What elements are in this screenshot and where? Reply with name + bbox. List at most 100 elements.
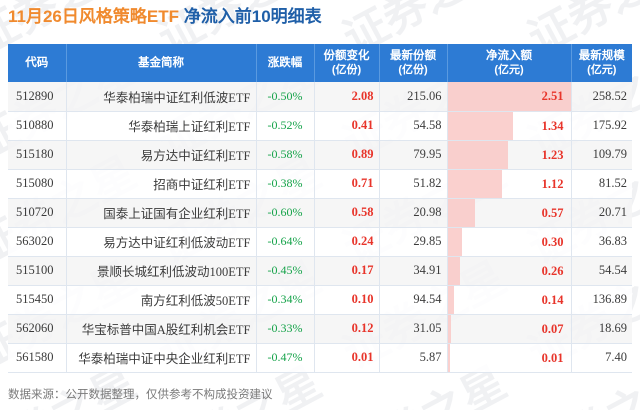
cell-fund-code: 510880 xyxy=(8,111,67,141)
cell-latest-share: 31.05 xyxy=(379,314,448,344)
cell-net-inflow: 0.30 xyxy=(447,227,572,257)
net-inflow-bar xyxy=(447,111,514,139)
net-inflow-value: 1.34 xyxy=(541,118,564,133)
cell-fund-name: 华泰柏瑞上证红利ETF xyxy=(66,111,257,141)
net-inflow-value: 0.30 xyxy=(541,234,564,249)
table-row[interactable]: 515100 景顺长城红利低波动100ETF -0.45% 0.17 34.91 0.26… xyxy=(8,256,632,286)
cell-change-pct: -0.34% xyxy=(256,285,315,315)
cell-fund-name: 易方达中证红利低波动ETF xyxy=(66,227,257,257)
cell-net-inflow: 1.23 xyxy=(447,140,572,170)
cell-latest-share: 54.58 xyxy=(379,111,448,141)
cell-share-change: 0.89 xyxy=(314,140,380,170)
table-row[interactable]: 510720 国泰上证国有企业红利ETF -0.60% 0.58 20.98 0.57 20… xyxy=(8,198,632,228)
cell-latest-share: 215.06 xyxy=(379,82,448,112)
net-inflow-value: 1.23 xyxy=(541,147,564,162)
table-row[interactable]: 515080 招商中证红利ETF -0.38% 0.71 51.82 1.12 81.52 xyxy=(8,169,632,199)
column-header-label: 涨跌幅 xyxy=(267,57,303,69)
net-inflow-value: 0.07 xyxy=(541,321,564,336)
cell-fund-name: 南方红利低波50ETF xyxy=(66,285,257,315)
cell-share-change: 0.24 xyxy=(314,227,380,257)
cell-net-inflow: 1.12 xyxy=(447,169,572,199)
cell-latest-share: 79.95 xyxy=(379,140,448,170)
cell-latest-share: 51.82 xyxy=(379,169,448,199)
column-header-5[interactable]: 最新份额 (亿份) xyxy=(379,44,448,82)
page-title: 11月26日风格策略ETF 净流入前10明细表 xyxy=(8,6,322,28)
net-inflow-value: 2.51 xyxy=(541,89,564,104)
cell-latest-share: 94.54 xyxy=(379,285,448,315)
net-inflow-bar xyxy=(447,285,455,313)
column-header-unit: (亿份) xyxy=(331,64,362,76)
cell-fund-name: 华泰柏瑞中证红利低波ETF xyxy=(66,82,257,112)
table-row[interactable]: 515450 南方红利低波50ETF -0.34% 0.10 94.54 0.14 136.… xyxy=(8,285,632,315)
net-inflow-bar xyxy=(447,343,450,371)
column-header-2[interactable]: 基金简称 xyxy=(66,44,257,82)
cell-share-change: 0.10 xyxy=(314,285,380,315)
cell-latest-share: 5.87 xyxy=(379,343,448,373)
cell-latest-scale: 54.54 xyxy=(571,256,632,286)
table-row[interactable]: 562060 华宝标普中国A股红利机会ETF -0.33% 0.12 31.05 0.07… xyxy=(8,314,632,344)
cell-net-inflow: 0.01 xyxy=(447,343,572,373)
column-header-1[interactable]: 代码 xyxy=(8,44,67,82)
table-row[interactable]: 561580 华泰柏瑞中证中央企业红利ETF -0.47% 0.01 5.87 0.01 7… xyxy=(8,343,632,373)
column-header-6[interactable]: 净流入额 (亿元) xyxy=(447,44,572,82)
column-header-3[interactable]: 涨跌幅 xyxy=(256,44,315,82)
net-inflow-value: 0.26 xyxy=(541,263,564,278)
table-body: 512890 华泰柏瑞中证红利低波ETF -0.50% 2.08 215.06 2.51 2… xyxy=(8,82,632,373)
cell-latest-share: 20.98 xyxy=(379,198,448,228)
cell-fund-name: 国泰上证国有企业红利ETF xyxy=(66,198,257,228)
page-title-rest: 净流入前10明细表 xyxy=(183,7,322,26)
column-header-unit: (亿份) xyxy=(398,64,428,76)
cell-net-inflow: 1.34 xyxy=(447,111,572,141)
cell-fund-code: 510720 xyxy=(8,198,67,228)
cell-share-change: 0.01 xyxy=(314,343,380,373)
column-header-label: 净流入额 xyxy=(486,50,532,62)
net-inflow-bar xyxy=(447,169,503,197)
cell-fund-name: 华泰柏瑞中证中央企业红利ETF xyxy=(66,343,257,373)
net-inflow-value: 1.12 xyxy=(541,176,564,191)
cell-fund-name: 易方达中证红利ETF xyxy=(66,140,257,170)
net-inflow-value: 0.14 xyxy=(541,292,564,307)
table-row[interactable]: 510880 华泰柏瑞上证红利ETF -0.52% 0.41 54.58 1.34 175.… xyxy=(8,111,632,141)
cell-share-change: 0.12 xyxy=(314,314,380,344)
table-header-row: 代码 基金简称 涨跌幅 份额变化 (亿份) 最新份额 (亿份) 净流入额 (亿元) 最新规模 (亿元… xyxy=(8,44,632,82)
cell-share-change: 0.17 xyxy=(314,256,380,286)
cell-fund-code: 563020 xyxy=(8,227,67,257)
column-header-label: 代码 xyxy=(25,57,49,69)
cell-latest-share: 29.85 xyxy=(379,227,448,257)
cell-fund-code: 512890 xyxy=(8,82,67,112)
cell-fund-code: 515450 xyxy=(8,285,67,315)
cell-change-pct: -0.38% xyxy=(256,169,315,199)
cell-share-change: 0.58 xyxy=(314,198,380,228)
net-inflow-bar xyxy=(447,82,570,110)
cell-latest-scale: 81.52 xyxy=(571,169,632,199)
cell-change-pct: -0.33% xyxy=(256,314,315,344)
cell-change-pct: -0.64% xyxy=(256,227,315,257)
net-inflow-bar xyxy=(447,198,476,226)
net-inflow-value: 0.57 xyxy=(541,205,564,220)
column-header-7[interactable]: 最新规模 (亿元) xyxy=(571,44,632,82)
cell-net-inflow: 2.51 xyxy=(447,82,572,112)
cell-fund-name: 招商中证红利ETF xyxy=(66,169,257,199)
cell-latest-scale: 258.52 xyxy=(571,82,632,112)
cell-fund-name: 景顺长城红利低波动100ETF xyxy=(66,256,257,286)
net-inflow-bar xyxy=(447,256,461,284)
cell-fund-code: 561580 xyxy=(8,343,67,373)
column-header-unit: (亿元) xyxy=(587,64,617,76)
page-title-highlight: 11月26日风格策略ETF xyxy=(8,7,179,26)
cell-net-inflow: 0.26 xyxy=(447,256,572,286)
cell-change-pct: -0.50% xyxy=(256,82,315,112)
net-inflow-bar xyxy=(447,314,451,342)
table-row[interactable]: 512890 华泰柏瑞中证红利低波ETF -0.50% 2.08 215.06 2.51 2… xyxy=(8,82,632,112)
column-header-unit: (亿元) xyxy=(494,64,524,76)
cell-latest-scale: 36.83 xyxy=(571,227,632,257)
cell-share-change: 0.71 xyxy=(314,169,380,199)
cell-fund-code: 562060 xyxy=(8,314,67,344)
cell-net-inflow: 0.57 xyxy=(447,198,572,228)
table-row[interactable]: 515180 易方达中证红利ETF -0.58% 0.89 79.95 1.23 109.7… xyxy=(8,140,632,170)
column-header-4[interactable]: 份额变化 (亿份) xyxy=(314,44,380,82)
cell-fund-code: 515080 xyxy=(8,169,67,199)
cell-fund-code: 515100 xyxy=(8,256,67,286)
column-header-label: 基金简称 xyxy=(138,57,184,69)
table-header: 代码 基金简称 涨跌幅 份额变化 (亿份) 最新份额 (亿份) 净流入额 (亿元) 最新规模 (亿元… xyxy=(8,44,632,82)
table-row[interactable]: 563020 易方达中证红利低波动ETF -0.64% 0.24 29.85 0.30 36… xyxy=(8,227,632,257)
